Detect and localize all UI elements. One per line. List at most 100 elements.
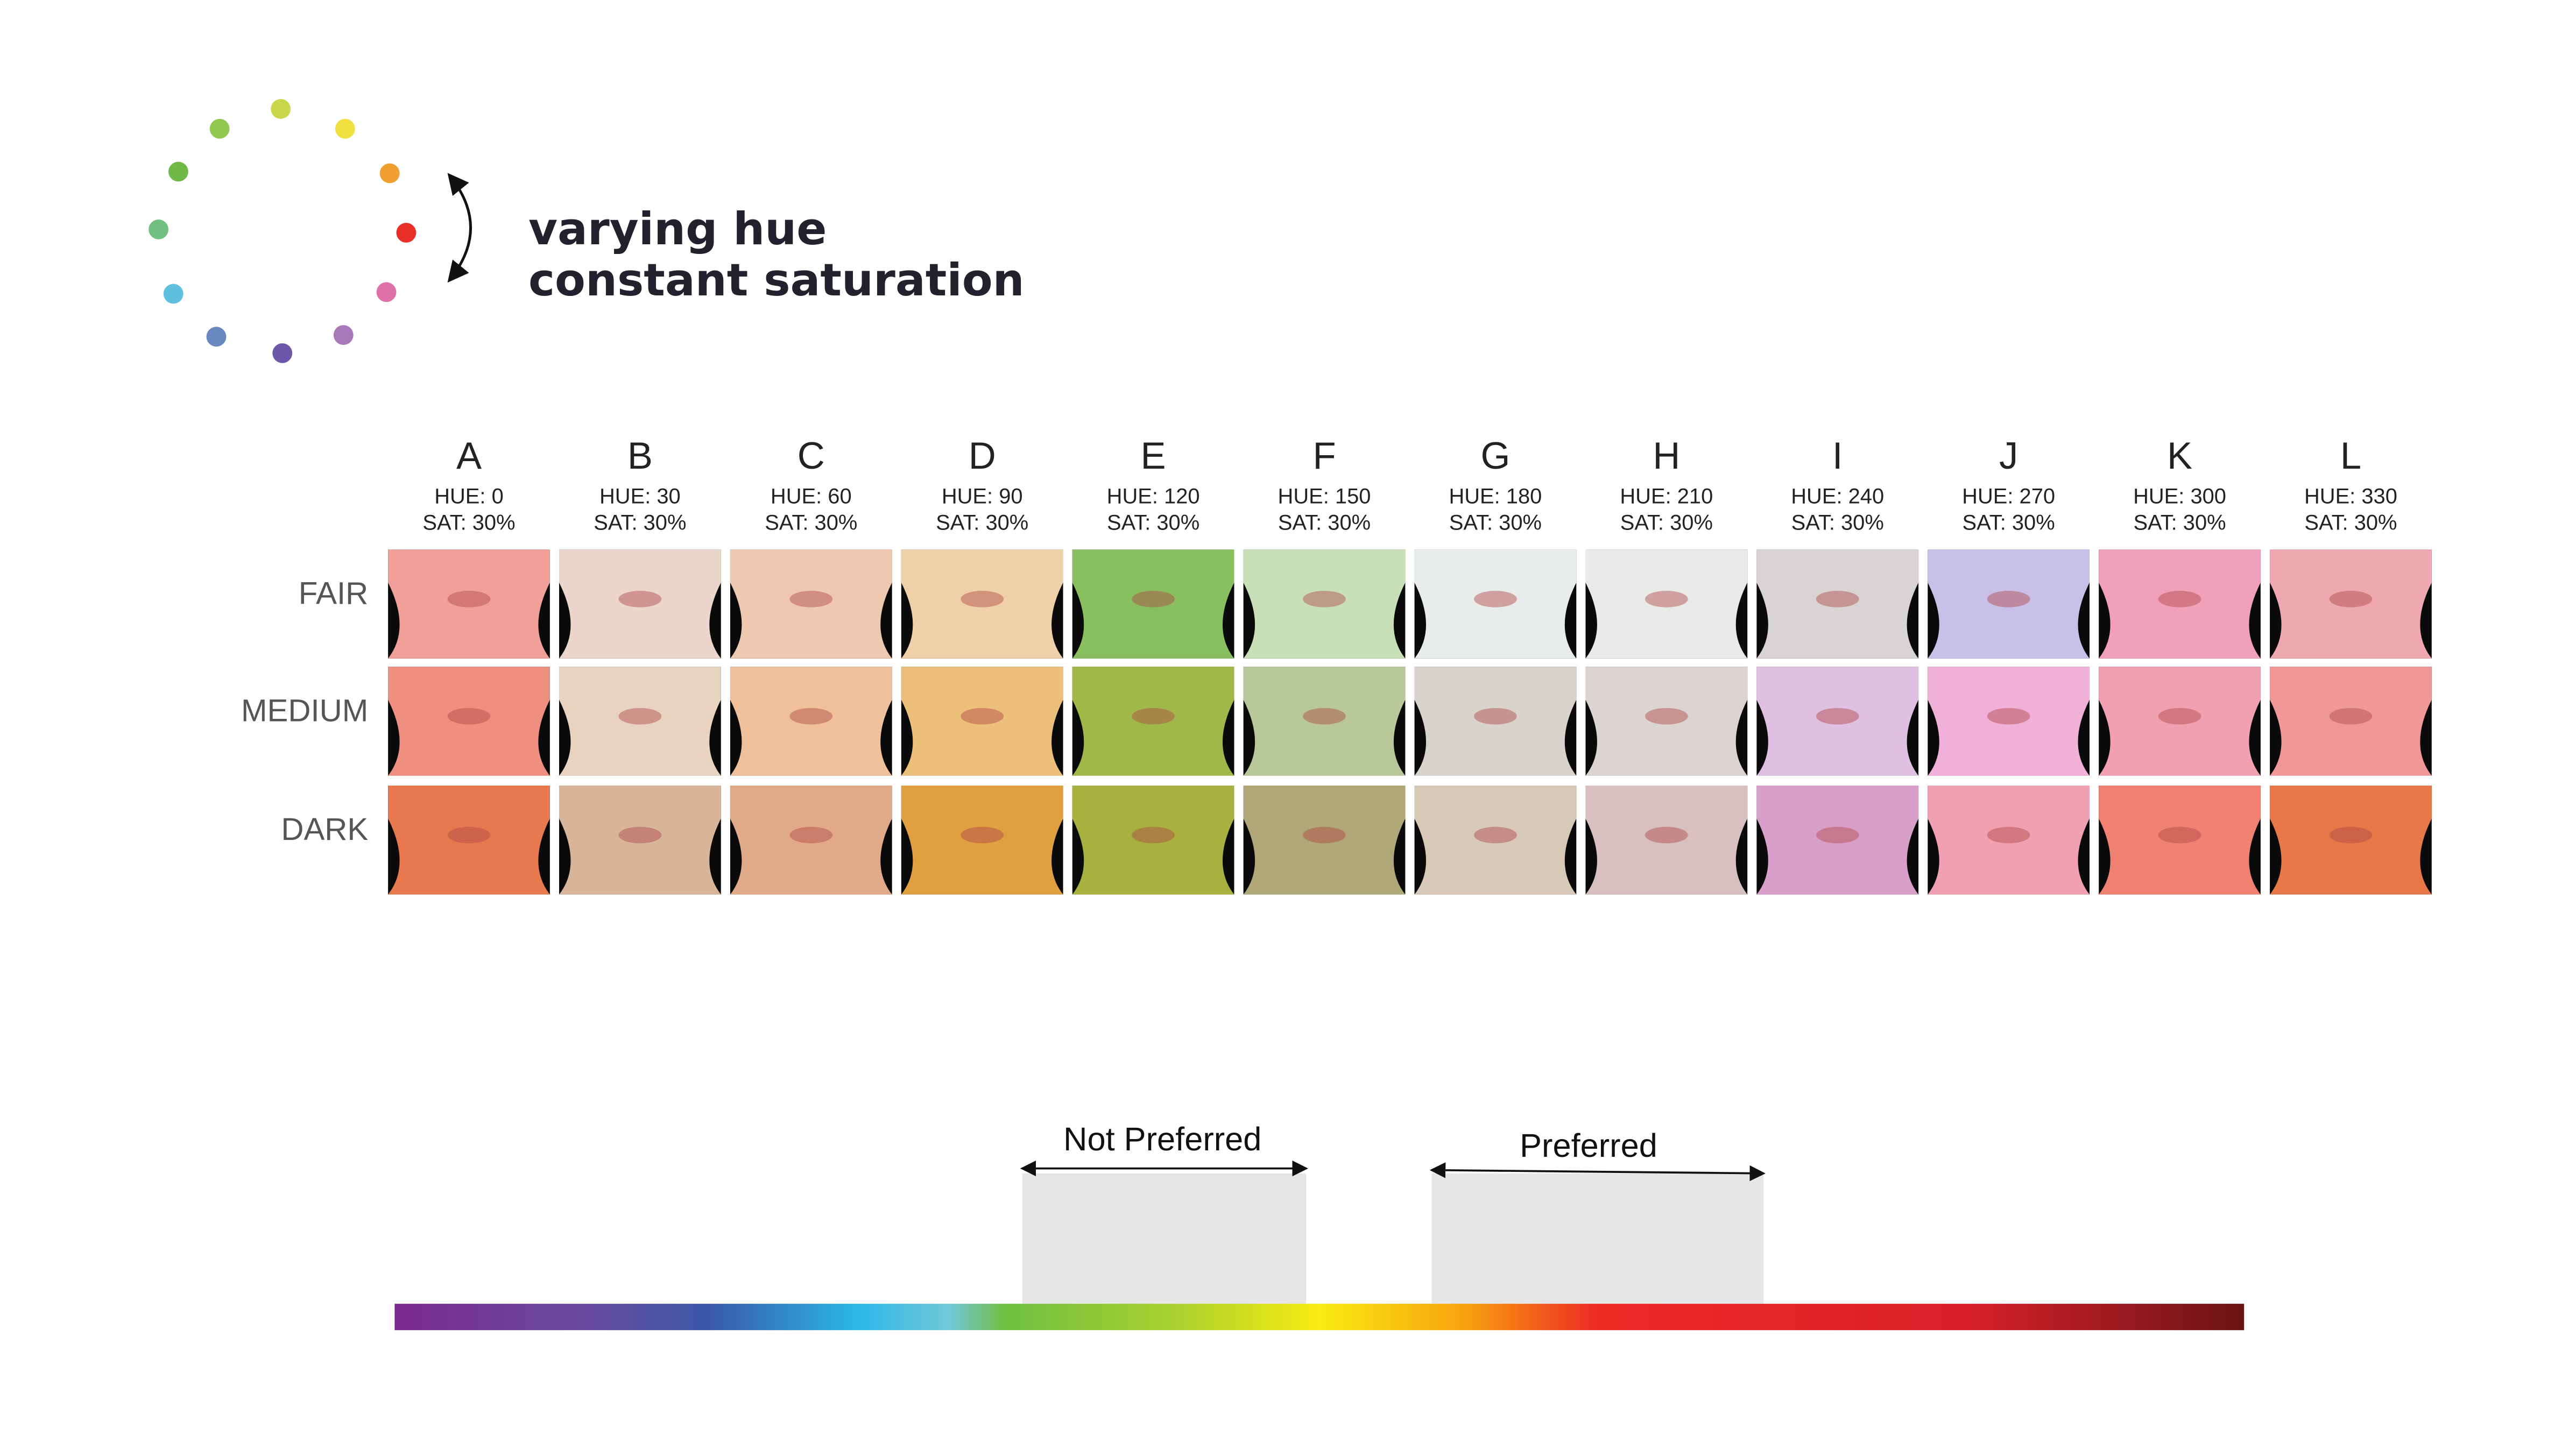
lips <box>789 708 833 725</box>
face <box>1928 785 2090 895</box>
face-swatch <box>559 667 721 776</box>
face-swatch <box>901 549 1063 659</box>
column-letter: D <box>969 434 996 477</box>
lips <box>1816 708 1859 725</box>
face-swatch <box>2270 667 2432 776</box>
column-letter: H <box>1653 434 1680 477</box>
lips <box>961 708 1004 725</box>
column-letter: B <box>627 434 653 477</box>
sat-label: SAT: 30% <box>1107 511 1199 535</box>
lips <box>447 826 491 844</box>
face-swatch <box>2270 549 2432 659</box>
face <box>2099 667 2261 776</box>
hue-label: HUE: 330 <box>2304 485 2397 508</box>
face <box>388 549 550 659</box>
face-swatch <box>2099 549 2261 659</box>
face-swatch <box>1072 785 1234 895</box>
lips <box>1816 591 1859 607</box>
face <box>559 785 721 895</box>
sat-label: SAT: 30% <box>594 511 686 535</box>
lips <box>1132 826 1175 844</box>
face <box>730 549 892 659</box>
face-swatch <box>559 785 721 895</box>
face <box>730 785 892 895</box>
spectrum-bar <box>394 1304 2245 1331</box>
scale-label: Preferred <box>1520 1127 1657 1164</box>
lips <box>1816 826 1859 844</box>
face <box>2099 549 2261 659</box>
hue-label: HUE: 60 <box>771 485 852 508</box>
face-swatch <box>1414 549 1577 659</box>
lips <box>2329 826 2373 844</box>
face-swatch <box>1928 549 2090 659</box>
sat-label: SAT: 30% <box>2133 511 2226 535</box>
face <box>388 785 550 895</box>
lips <box>789 591 833 607</box>
face <box>1928 667 2090 776</box>
face-swatch <box>1756 549 1919 659</box>
lips <box>1645 708 1688 725</box>
lips <box>447 708 491 725</box>
hue-label: HUE: 0 <box>434 485 504 508</box>
face-swatch <box>901 785 1063 895</box>
face-swatch <box>1756 785 1919 895</box>
lips <box>447 591 491 607</box>
sat-label: SAT: 30% <box>1791 511 1884 535</box>
face-swatch <box>730 785 892 895</box>
lips <box>789 826 833 844</box>
column-letter: K <box>2167 434 2192 477</box>
face-swatch <box>388 549 550 659</box>
lips <box>1474 826 1517 844</box>
face <box>1756 549 1919 659</box>
column-letter: J <box>1999 434 2018 477</box>
lips <box>2329 591 2373 607</box>
lips <box>961 591 1004 607</box>
sat-label: SAT: 30% <box>422 511 515 535</box>
face-swatch <box>730 549 892 659</box>
face-swatch <box>2099 667 2261 776</box>
column-letter: E <box>1141 434 1166 477</box>
face <box>2099 785 2261 895</box>
sat-label: SAT: 30% <box>1963 511 2055 535</box>
column-letter: L <box>2340 434 2361 477</box>
hue-label: HUE: 90 <box>942 485 1023 508</box>
face-swatch <box>901 667 1063 776</box>
face-swatch <box>1928 667 2090 776</box>
lips <box>618 708 662 725</box>
lips <box>2158 826 2201 844</box>
face <box>1928 549 2090 659</box>
hue-label: HUE: 300 <box>2133 485 2226 508</box>
hue-label: HUE: 270 <box>1962 485 2055 508</box>
face-swatch <box>1414 785 1577 895</box>
face-swatch <box>1756 667 1919 776</box>
column-letter: I <box>1832 434 1843 477</box>
lips <box>618 591 662 607</box>
face-swatch <box>1585 549 1748 659</box>
face <box>1243 785 1406 895</box>
face <box>1585 667 1748 776</box>
face <box>901 667 1063 776</box>
sat-label: SAT: 30% <box>936 511 1028 535</box>
column-letter: A <box>456 434 482 477</box>
face-swatch <box>2270 785 2432 895</box>
lips <box>1132 591 1175 607</box>
face <box>1072 549 1234 659</box>
row-label: MEDIUM <box>241 693 368 728</box>
title-line: varying hue <box>528 203 827 255</box>
lips <box>1987 708 2030 725</box>
lips <box>1645 826 1688 844</box>
lips <box>1474 708 1517 725</box>
sat-label: SAT: 30% <box>1449 511 1542 535</box>
face <box>1585 549 1748 659</box>
lips <box>1303 708 1346 725</box>
face <box>901 549 1063 659</box>
face <box>1072 785 1234 895</box>
face-swatch <box>730 667 892 776</box>
column-letter: F <box>1312 434 1336 477</box>
face <box>2270 785 2432 895</box>
row-label: DARK <box>281 812 368 847</box>
face-swatch <box>1072 667 1234 776</box>
lips <box>2158 708 2201 725</box>
lips <box>2158 591 2201 607</box>
face <box>1756 667 1919 776</box>
